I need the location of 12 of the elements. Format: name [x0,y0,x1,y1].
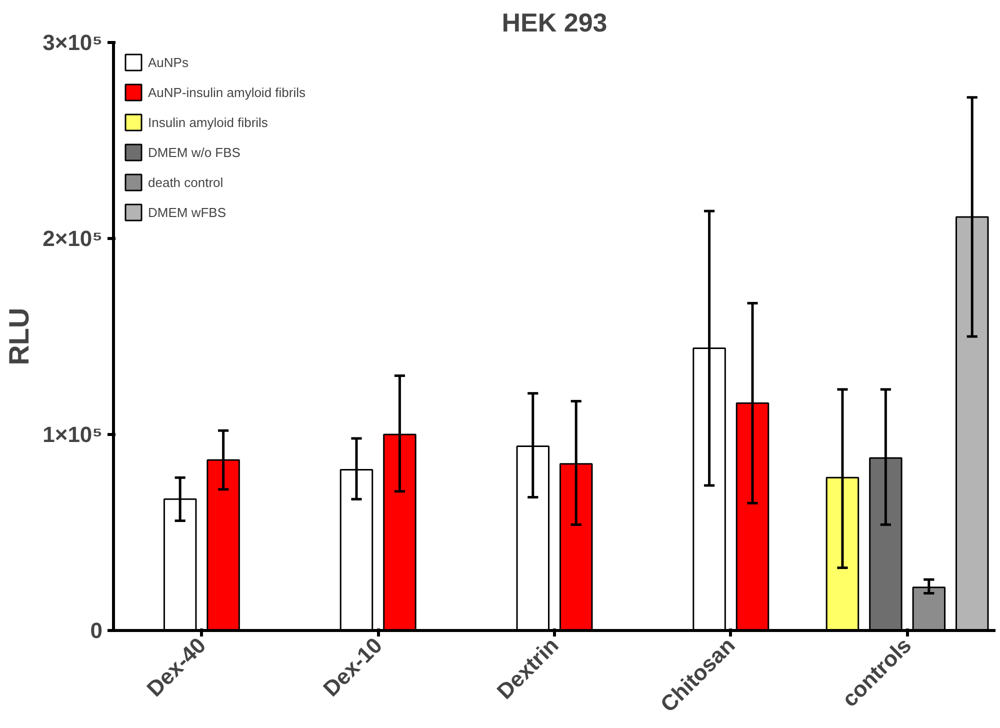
legend-label: DMEM wFBS [148,204,226,220]
y-axis-title: RLU [4,308,35,366]
legend-label: death control [148,174,224,190]
legend-label: AuNP-insulin amyloid fibrils [148,84,306,100]
y-tick-label: 3×10⁵ [42,30,103,55]
legend-label: DMEM w/o FBS [148,144,240,160]
y-tick-label: 1×10⁵ [42,422,103,447]
legend-label: AuNPs [148,54,188,70]
y-tick-label: 2×10⁵ [42,226,103,251]
chart-title: HEK 293 [502,8,608,38]
legend-label: Insulin amyloid fibrils [148,114,268,130]
y-tick-label: 0 [90,618,103,643]
